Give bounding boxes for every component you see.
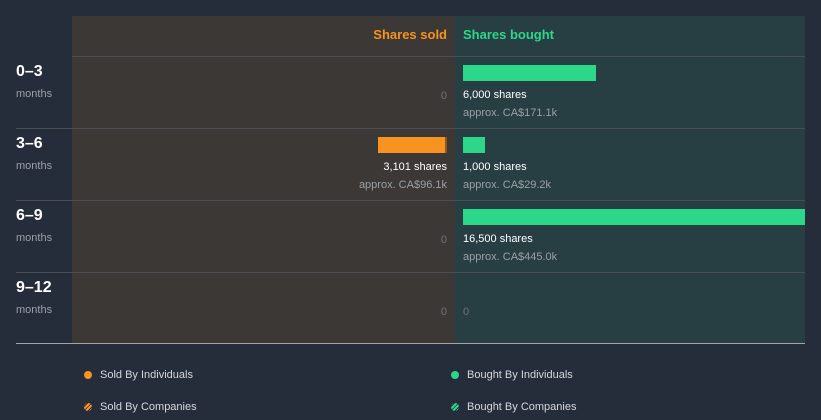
- row-3-6-months: 3–6 months 3,101 shares approx. CA$96.1k…: [0, 129, 821, 201]
- legend-bought-individuals: Bought By Individuals: [467, 369, 573, 381]
- bought-bar[interactable]: [463, 65, 596, 81]
- bought-zero: 0: [463, 306, 470, 318]
- sold-panel: [72, 16, 455, 344]
- bought-individuals-dot-icon: [451, 371, 459, 379]
- bought-companies-hatch-icon: [451, 403, 459, 411]
- bought-shares: 1,000 shares: [463, 161, 527, 173]
- baseline: [16, 343, 805, 344]
- period-unit: months: [16, 160, 53, 172]
- period-label: 9–12: [16, 279, 52, 296]
- bought-shares: 16,500 shares: [463, 233, 533, 245]
- divider: [16, 128, 805, 129]
- period-label: 0–3: [16, 63, 43, 80]
- sold-zero: 0: [440, 234, 447, 246]
- bought-approx: approx. CA$29.2k: [463, 179, 552, 191]
- divider: [72, 56, 805, 57]
- period-label: 3–6: [16, 135, 43, 152]
- legend-bought-companies: Bought By Companies: [467, 401, 577, 413]
- bought-approx: approx. CA$171.1k: [463, 107, 558, 119]
- divider: [16, 272, 805, 273]
- sold-zero: 0: [440, 90, 447, 102]
- row-6-9-months: 6–9 months 0 16,500 shares approx. CA$44…: [0, 201, 821, 273]
- sold-bar[interactable]: [378, 137, 447, 153]
- period-label: 6–9: [16, 207, 43, 224]
- period-unit: months: [16, 304, 53, 316]
- bought-approx: approx. CA$445.0k: [463, 251, 558, 263]
- sold-approx: approx. CA$96.1k: [358, 179, 447, 191]
- sold-individuals-dot-icon: [84, 371, 92, 379]
- sold-shares: 3,101 shares: [383, 161, 447, 173]
- row-0-3-months: 0–3 months 0 6,000 shares approx. CA$171…: [0, 57, 821, 129]
- sold-companies-hatch-icon: [84, 403, 92, 411]
- bought-bar[interactable]: [463, 209, 805, 225]
- bought-shares: 6,000 shares: [463, 89, 527, 101]
- period-unit: months: [16, 232, 53, 244]
- legend-sold-companies: Sold By Companies: [100, 401, 197, 413]
- sold-zero: 0: [440, 306, 447, 318]
- period-unit: months: [16, 88, 53, 100]
- divider: [16, 200, 805, 201]
- row-9-12-months: 9–12 months 0 0: [0, 273, 821, 345]
- header-shares-sold: Shares sold: [373, 27, 447, 42]
- bought-bar[interactable]: [463, 137, 485, 153]
- header-shares-bought: Shares bought: [463, 27, 555, 42]
- legend-sold-individuals: Sold By Individuals: [100, 369, 193, 381]
